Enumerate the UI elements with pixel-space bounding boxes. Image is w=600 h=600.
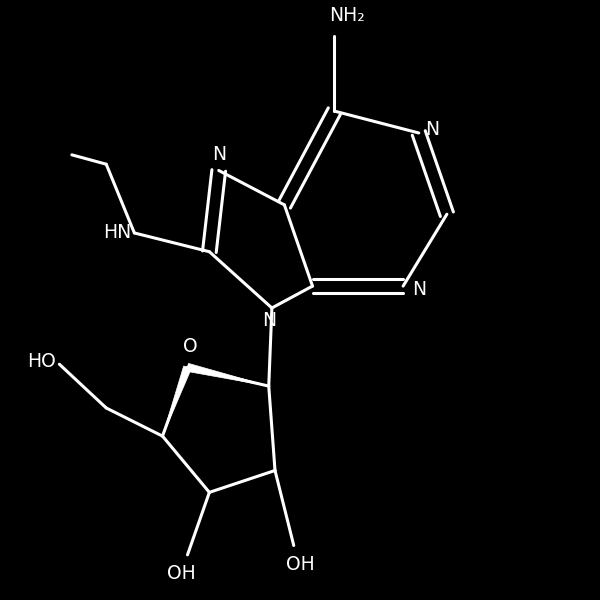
Polygon shape: [163, 366, 191, 436]
Text: OH: OH: [167, 564, 196, 583]
Polygon shape: [187, 364, 269, 386]
Text: N: N: [262, 311, 276, 330]
Text: N: N: [413, 280, 427, 299]
Text: HO: HO: [28, 352, 56, 371]
Text: N: N: [212, 145, 226, 164]
Text: HN: HN: [103, 223, 131, 242]
Text: O: O: [184, 337, 198, 356]
Text: NH₂: NH₂: [329, 6, 365, 25]
Text: N: N: [425, 121, 439, 139]
Text: OH: OH: [286, 555, 314, 574]
